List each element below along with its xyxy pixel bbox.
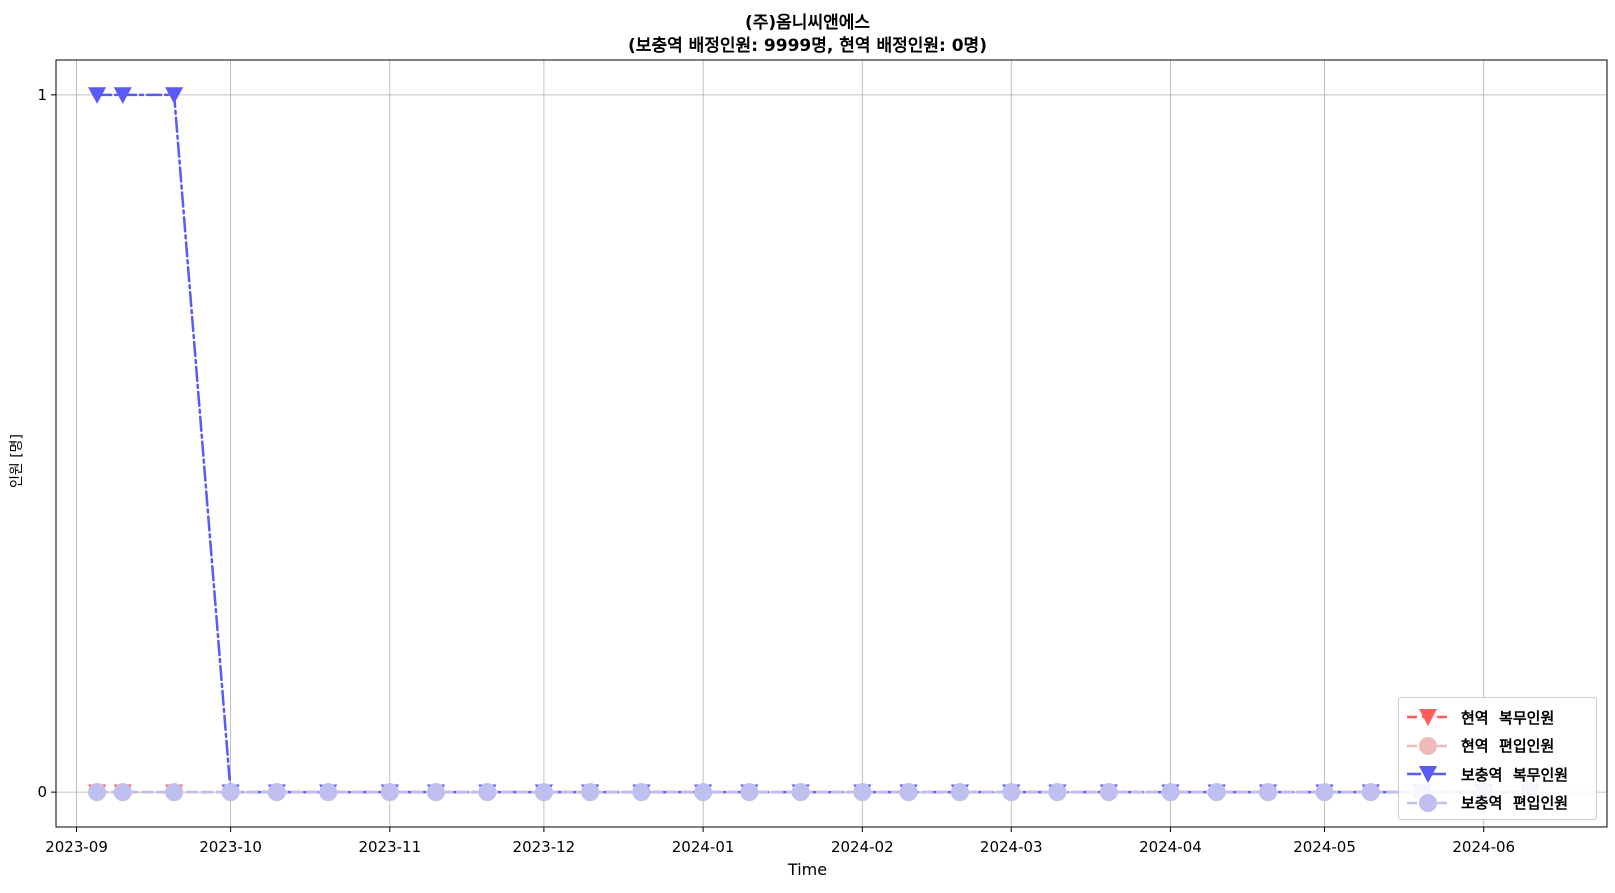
series-4-point xyxy=(950,783,969,802)
series-4-point xyxy=(632,783,651,802)
series-4-point xyxy=(1048,783,1067,802)
series-4-point xyxy=(221,783,240,802)
series-4-point xyxy=(267,783,286,802)
legend-item: 현역 복무인원 xyxy=(1399,703,1596,732)
legend-label: 현역 편입인원 xyxy=(1461,737,1555,756)
series-line-3 xyxy=(95,93,1532,794)
x-tick-label: 2024-06 xyxy=(1452,838,1515,856)
series-3-point xyxy=(165,87,184,104)
legend-swatch xyxy=(1407,766,1449,784)
chart-title: (주)옴니씨앤에스 xyxy=(744,13,871,33)
series-4-point xyxy=(534,783,553,802)
x-tick-label: 2024-05 xyxy=(1293,838,1356,856)
series-4-point xyxy=(899,783,918,802)
series-4-point xyxy=(319,783,338,802)
series-4-point xyxy=(740,783,759,802)
series-4-point xyxy=(581,783,600,802)
legend-item: 보충역 복무인원 xyxy=(1399,760,1596,789)
chart-subtitle: (보충역 배정인원: 9999명, 현역 배정인원: 0명) xyxy=(628,36,987,56)
series-4-point xyxy=(694,783,713,802)
series-4-point xyxy=(1315,783,1334,802)
x-tick-label: 2023-11 xyxy=(358,838,421,856)
x-axis-label: Time xyxy=(787,860,828,879)
series-4-point xyxy=(1207,783,1226,802)
x-tick-label: 2024-04 xyxy=(1139,838,1202,856)
x-tick-label: 2023-09 xyxy=(45,838,108,856)
y-tick-label: 1 xyxy=(37,86,47,104)
legend-swatch xyxy=(1407,793,1449,812)
legend-label: 현역 복무인원 xyxy=(1461,708,1555,727)
series-4-point xyxy=(1161,783,1180,802)
series-3-point xyxy=(113,87,132,104)
legend-item: 현역 편입인원 xyxy=(1399,732,1596,761)
x-tick-label: 2023-12 xyxy=(513,838,576,856)
y-axis-label: 인원 [명] xyxy=(9,433,25,489)
series-4-point xyxy=(1002,783,1021,802)
series-4-point xyxy=(380,783,399,802)
legend-item: 보충역 편입인원 xyxy=(1399,789,1596,818)
y-tick-label: 0 xyxy=(37,783,47,801)
series-4-point xyxy=(88,783,107,802)
x-tick-label: 2024-01 xyxy=(672,838,735,856)
x-tick-label: 2024-03 xyxy=(980,838,1043,856)
series-4-point xyxy=(1361,783,1380,802)
series-4-point xyxy=(1099,783,1118,802)
series-4-point xyxy=(1259,783,1278,802)
series-4-point xyxy=(113,783,132,802)
plot-frame xyxy=(55,59,1608,828)
series-4-point xyxy=(853,783,872,802)
series-4-point xyxy=(791,783,810,802)
legend-swatch xyxy=(1407,736,1449,755)
x-tick-label: 2023-10 xyxy=(199,838,262,856)
legend-swatch xyxy=(1407,709,1449,727)
legend-label: 보충역 복무인원 xyxy=(1461,765,1569,784)
series-3-point xyxy=(88,87,107,104)
series-4-point xyxy=(478,783,497,802)
series-4-point xyxy=(427,783,446,802)
legend-label: 보충역 편입인원 xyxy=(1461,794,1569,813)
x-tick-label: 2024-02 xyxy=(831,838,894,856)
series-4-point xyxy=(165,783,184,802)
